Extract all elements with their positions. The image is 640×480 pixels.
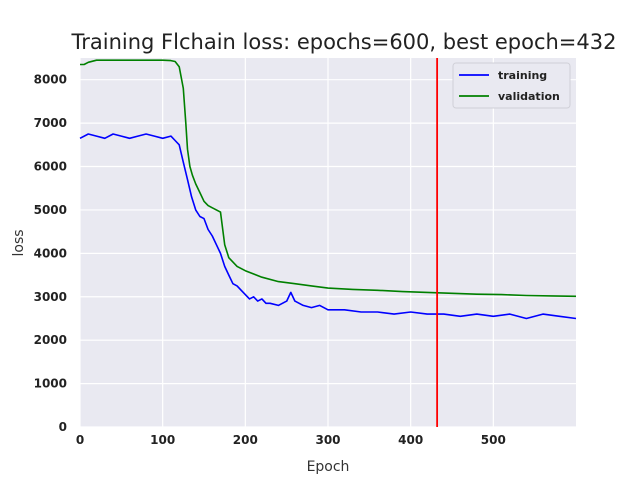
grid: [79, 58, 576, 428]
x-axis-ticks: 0 100 200 300 400 500: [76, 433, 506, 447]
x-tick-label: 400: [398, 433, 423, 447]
series-line-training: [79, 133, 577, 320]
y-tick-label: 8000: [34, 73, 67, 87]
legend: training validation: [452, 62, 571, 109]
y-tick-label: 3000: [34, 290, 67, 304]
x-tick-label: 0: [76, 433, 84, 447]
series-lines: [79, 59, 577, 320]
x-tick-label: 200: [233, 433, 258, 447]
y-tick-label: 6000: [34, 160, 67, 174]
y-tick-label: 2000: [34, 333, 67, 347]
y-tick-label: 7000: [34, 116, 67, 130]
series-line-validation: [80, 59, 577, 298]
x-tick-label: 500: [481, 433, 506, 447]
y-tick-label: 5000: [34, 203, 67, 217]
x-tick-label: 100: [150, 433, 175, 447]
y-axis-label: loss: [11, 229, 27, 256]
x-tick-label: 300: [315, 433, 340, 447]
legend-label-training: training: [498, 69, 547, 82]
x-axis-label: Epoch: [307, 459, 350, 475]
chart-title: Training Flchain loss: epochs=600, best …: [71, 30, 617, 54]
y-tick-label: 4000: [34, 246, 67, 260]
legend-label-validation: validation: [498, 90, 560, 103]
y-tick-label: 0: [59, 420, 67, 434]
y-axis-ticks: 0 1000 2000 3000 4000 5000 6000 7000 8000: [34, 73, 67, 434]
y-tick-label: 1000: [34, 377, 67, 391]
